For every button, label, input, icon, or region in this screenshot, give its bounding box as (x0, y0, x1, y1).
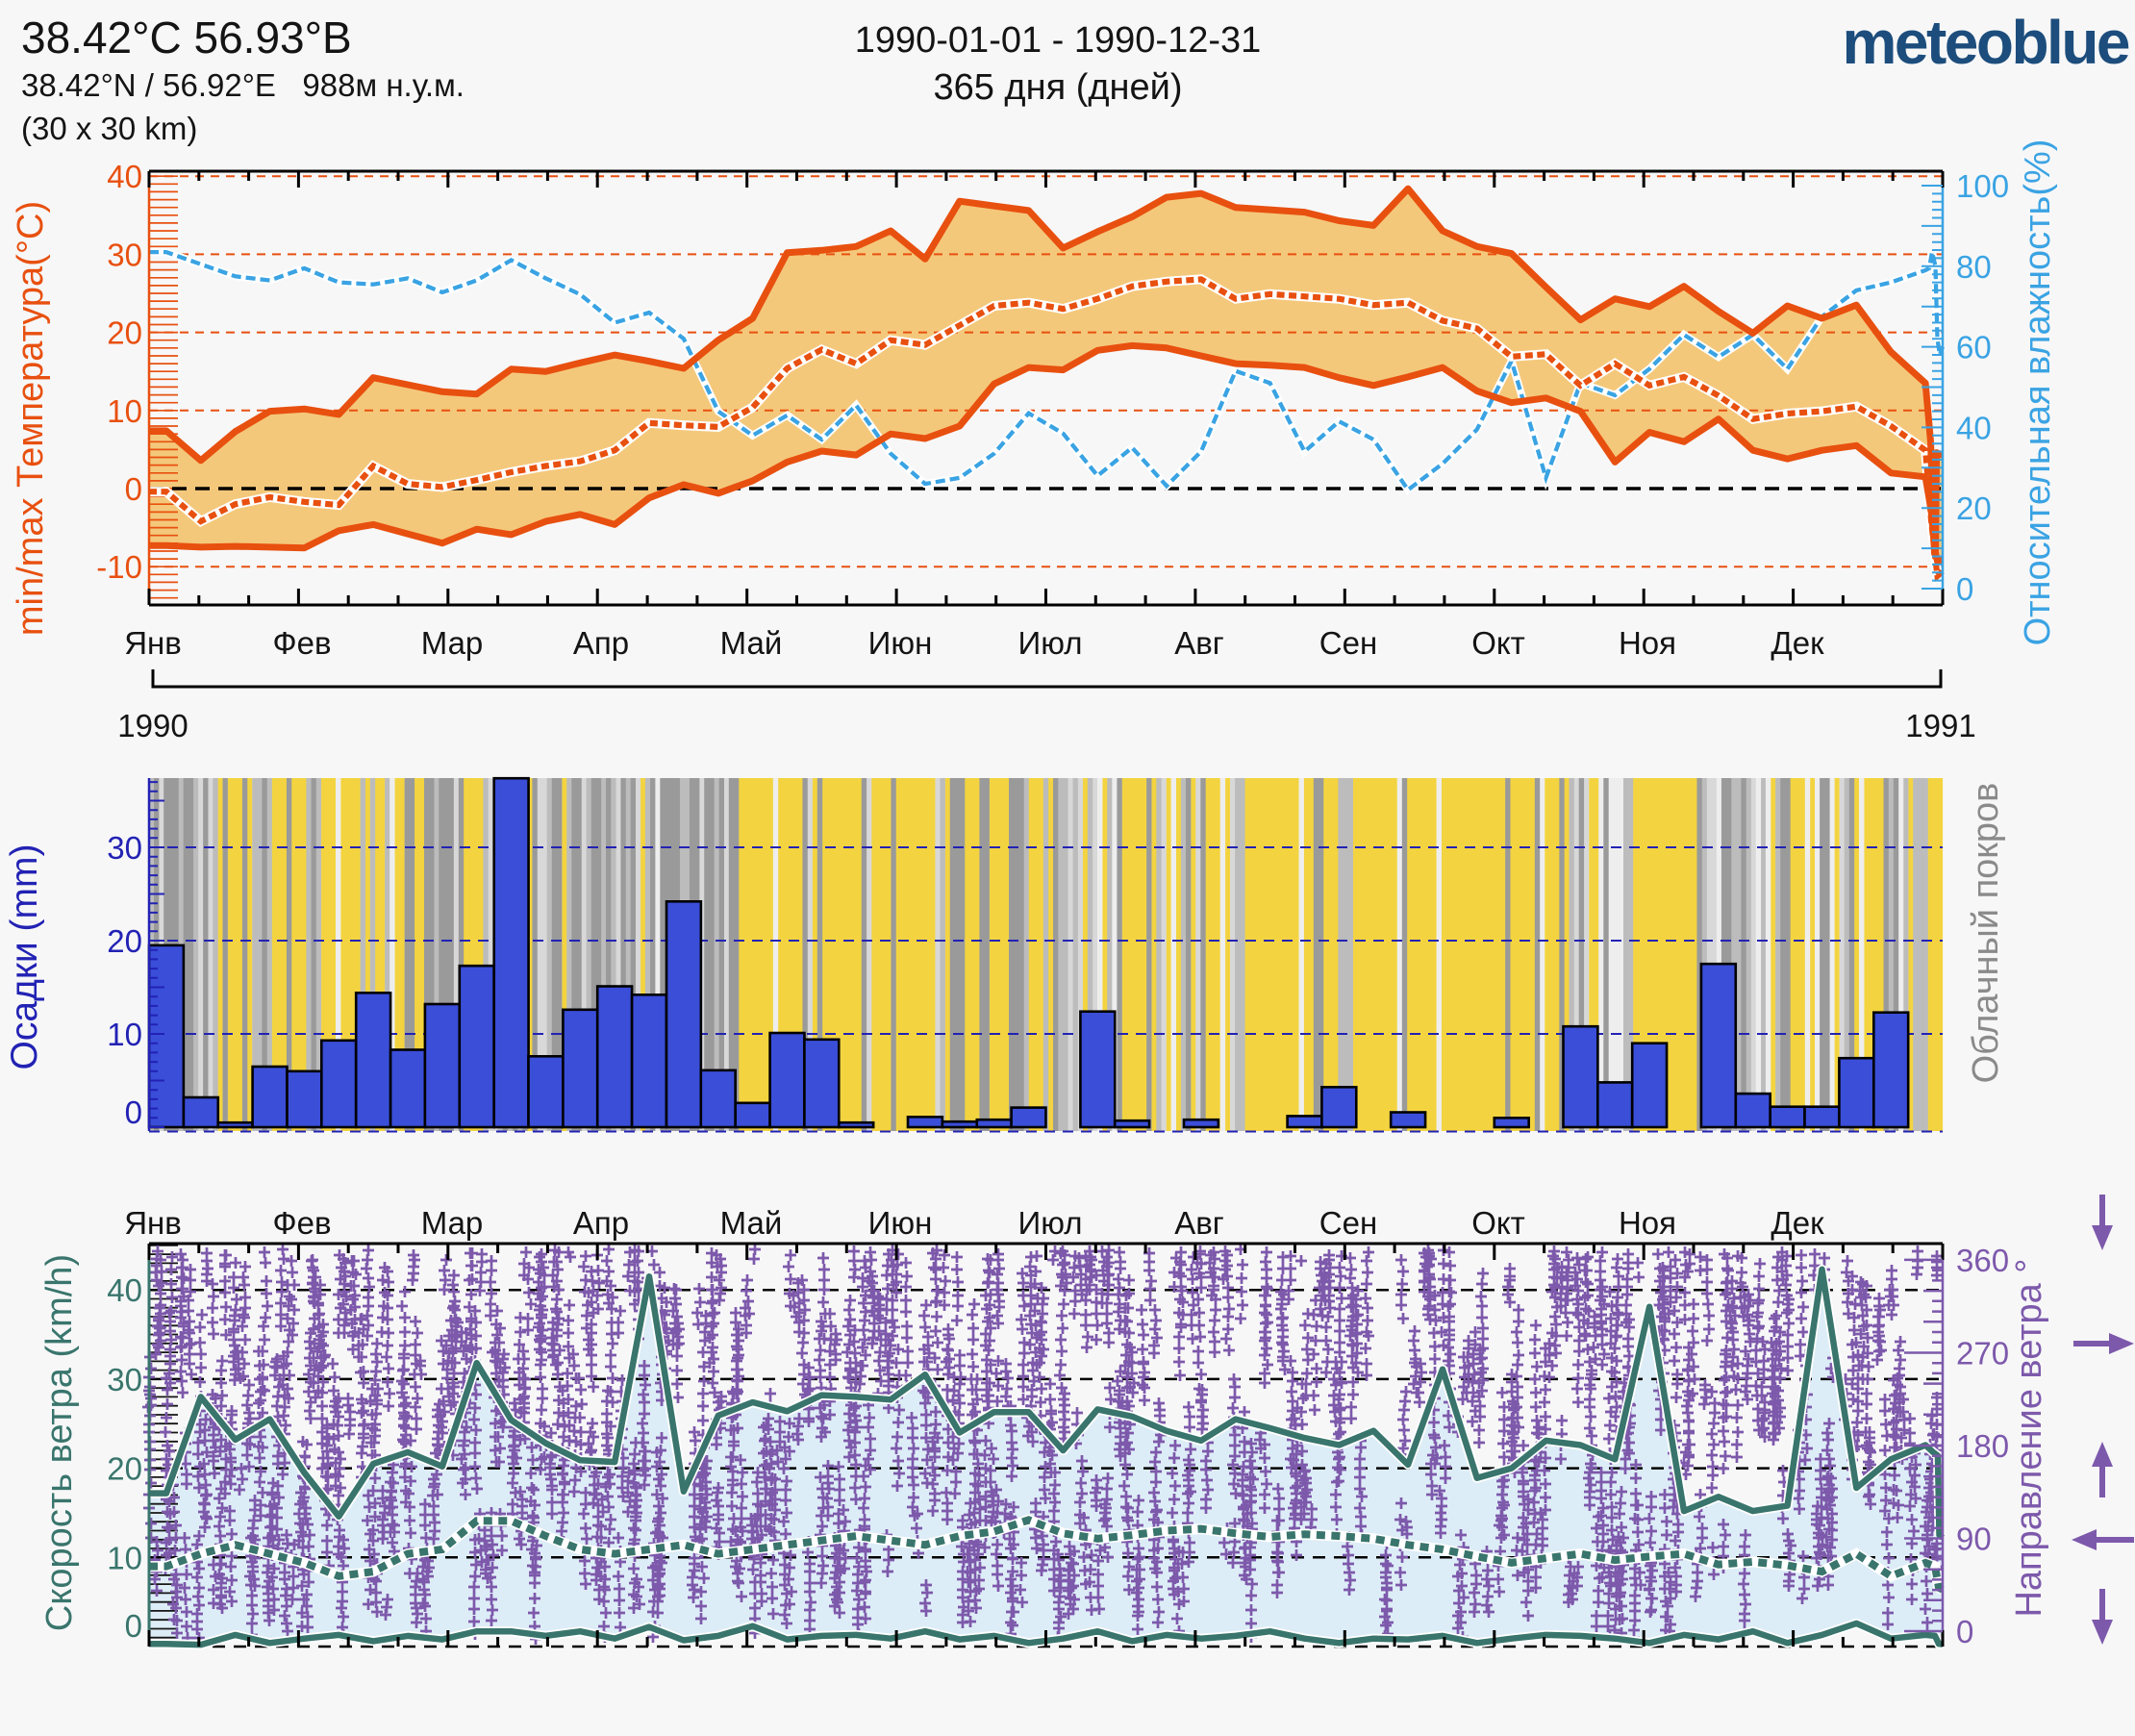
svg-text:Май: Май (720, 1205, 783, 1241)
svg-text:(30 x 30 km): (30 x 30 km) (21, 111, 197, 146)
svg-text:0: 0 (125, 1094, 142, 1130)
svg-text:Дек: Дек (1771, 625, 1824, 661)
svg-text:min/max Температура(°C): min/max Температура(°C) (11, 201, 51, 636)
svg-text:0: 0 (1956, 1614, 1973, 1649)
svg-text:38.42°N / 56.92°E 988м н.у.м: 38.42°N / 56.92°E 988м н.у.м. (21, 67, 465, 103)
svg-text:360: 360 (1956, 1243, 2009, 1278)
svg-text:Осадки (mm): Осадки (mm) (4, 844, 45, 1070)
svg-text:0: 0 (125, 1608, 142, 1644)
svg-text:10: 10 (107, 393, 142, 429)
svg-text:20: 20 (107, 315, 142, 351)
svg-text:Янв: Янв (124, 1205, 182, 1241)
svg-text:40: 40 (107, 159, 142, 194)
svg-text:Янв: Янв (124, 625, 182, 661)
svg-text:Май: Май (720, 625, 783, 661)
svg-text:Скорость ветра (km/h): Скорость ветра (km/h) (39, 1254, 80, 1631)
svg-text:Июн: Июн (868, 1205, 933, 1241)
svg-text:Сен: Сен (1319, 625, 1377, 661)
svg-text:Апр: Апр (573, 625, 629, 661)
svg-text:30: 30 (107, 1362, 142, 1397)
svg-text:20: 20 (107, 1451, 142, 1487)
svg-text:20: 20 (107, 923, 142, 959)
svg-text:0: 0 (1956, 571, 1973, 607)
svg-text:Окт: Окт (1471, 625, 1525, 661)
svg-text:Ноя: Ноя (1619, 625, 1676, 661)
svg-text:30: 30 (107, 830, 142, 866)
svg-text:Июл: Июл (1018, 625, 1083, 661)
svg-text:Мар: Мар (421, 625, 484, 661)
svg-text:Облачный покров: Облачный покров (1966, 783, 2006, 1084)
svg-text:Окт: Окт (1471, 1205, 1525, 1241)
svg-text:10: 10 (107, 1017, 142, 1052)
svg-text:80: 80 (1956, 249, 1992, 285)
svg-text:Фев: Фев (273, 625, 332, 661)
svg-text:meteoblue: meteoblue (1842, 8, 2128, 77)
svg-text:Авг: Авг (1174, 1205, 1224, 1241)
svg-text:Относительная влажность(%): Относительная влажность(%) (2018, 139, 2058, 646)
svg-text:Направление ветра °: Направление ветра ° (2009, 1258, 2049, 1617)
svg-text:30: 30 (107, 237, 142, 272)
svg-text:Сен: Сен (1319, 1205, 1377, 1241)
svg-text:10: 10 (107, 1540, 142, 1575)
svg-text:40: 40 (1956, 410, 1992, 445)
svg-text:60: 60 (1956, 330, 1992, 365)
svg-text:90: 90 (1956, 1522, 1992, 1557)
svg-text:1990: 1990 (117, 708, 188, 743)
svg-text:0: 0 (125, 471, 142, 507)
svg-text:38.42°C 56.93°В: 38.42°C 56.93°В (21, 13, 352, 63)
svg-text:Авг: Авг (1174, 625, 1224, 661)
svg-text:40: 40 (107, 1272, 142, 1308)
svg-text:Апр: Апр (573, 1205, 629, 1241)
svg-text:-10: -10 (96, 549, 142, 585)
svg-text:Ноя: Ноя (1619, 1205, 1676, 1241)
svg-text:Мар: Мар (421, 1205, 484, 1241)
svg-text:Июн: Июн (868, 625, 933, 661)
svg-text:1990-01-01 - 1990-12-31: 1990-01-01 - 1990-12-31 (855, 20, 1262, 61)
svg-text:20: 20 (1956, 491, 1992, 526)
svg-text:270: 270 (1956, 1336, 2009, 1371)
svg-text:Дек: Дек (1771, 1205, 1824, 1241)
svg-text:180: 180 (1956, 1428, 2009, 1464)
svg-text:365 дня (дней): 365 дня (дней) (933, 67, 1182, 108)
svg-text:1991: 1991 (1905, 708, 1975, 743)
svg-text:Фев: Фев (273, 1205, 332, 1241)
svg-text:100: 100 (1956, 168, 2009, 204)
svg-text:Июл: Июл (1018, 1205, 1083, 1241)
